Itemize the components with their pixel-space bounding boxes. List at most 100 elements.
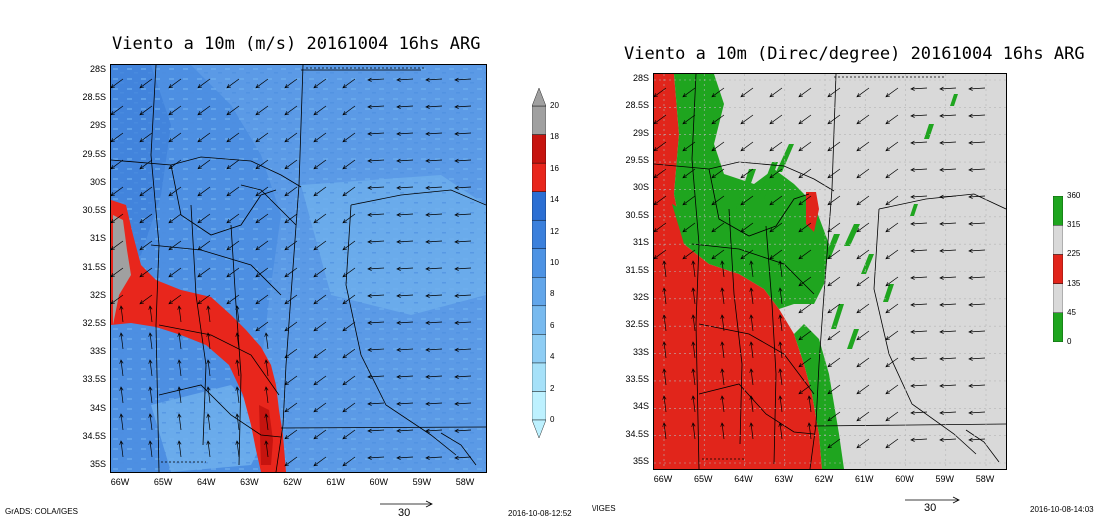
wind-vector-arrow <box>454 158 472 163</box>
left-lon-label: 65W <box>153 477 173 487</box>
wind-vector-arrow <box>313 375 327 386</box>
wind-vector-arrow <box>313 294 327 305</box>
left-lat-label: 35S <box>89 459 106 469</box>
wind-vector-arrow <box>910 194 928 199</box>
wind-vector-arrow <box>856 303 870 314</box>
colorbar-max-triangle <box>532 88 546 107</box>
wind-vector-arrow <box>968 383 986 388</box>
wind-vector-arrow <box>691 395 696 413</box>
wind-vector-arrow <box>910 140 928 145</box>
wind-vector-arrow <box>148 332 153 350</box>
wind-vector-arrow <box>711 249 725 260</box>
wind-vector-arrow <box>226 105 240 116</box>
wind-vector-arrow <box>740 114 754 125</box>
wind-vector-arrow <box>197 78 211 89</box>
wind-vector-arrow <box>206 413 211 431</box>
wind-vector-arrow <box>778 395 783 413</box>
wind-vector-arrow <box>342 429 356 440</box>
wind-vector-arrow <box>313 186 327 197</box>
wind-vector-arrow <box>111 78 124 89</box>
wind-vector-arrow <box>342 456 356 467</box>
wind-vector-arrow <box>119 305 124 323</box>
wind-vector-arrow <box>827 222 841 233</box>
wind-vector-arrow <box>425 185 443 190</box>
wind-vector-arrow <box>682 168 696 179</box>
wind-vector-arrow <box>226 267 240 278</box>
left-lat-label: 33S <box>89 346 106 357</box>
wind-vector-arrow <box>778 422 783 440</box>
wind-vector-arrow <box>968 302 986 307</box>
wind-vector-arrow <box>313 213 327 224</box>
wind-vector-arrow <box>769 249 783 260</box>
wind-vector-arrow <box>197 213 211 224</box>
wind-vector-arrow <box>139 213 153 224</box>
wind-vector-arrow <box>454 293 472 298</box>
wind-vector-arrow <box>206 386 211 404</box>
wind-vector-arrow <box>769 141 783 152</box>
wind-vector-arrow <box>654 222 667 233</box>
wind-vector-arrow <box>454 239 472 244</box>
wind-vector-arrow <box>454 320 472 325</box>
wind-vector-arrow <box>711 114 725 125</box>
wind-vector-arrow <box>425 428 443 433</box>
wind-vector-arrow <box>691 422 696 440</box>
wind-vector-arrow <box>313 321 327 332</box>
wind-vector-arrow <box>885 222 899 233</box>
wind-vector-arrow <box>711 195 725 206</box>
wind-vector-arrow <box>139 159 153 170</box>
wind-vector-arrow <box>139 267 153 278</box>
wind-vector-arrow <box>827 357 841 368</box>
colorbar-swatch <box>1053 196 1063 226</box>
wind-vector-arrow <box>749 260 754 278</box>
colorbar-label: 4 <box>550 352 555 362</box>
wind-vector-arrow <box>939 329 957 334</box>
wind-vector-arrow <box>720 287 725 305</box>
wind-vector-arrow <box>856 276 870 287</box>
right-lon-label: 59W <box>935 474 954 484</box>
wind-vector-arrow <box>235 413 240 431</box>
wind-vector-arrow <box>148 305 153 323</box>
wind-vector-arrow <box>720 368 725 386</box>
left-lon-label: 64W <box>196 477 216 487</box>
wind-vector-arrow <box>454 104 472 109</box>
right-reference-value: 30 <box>924 502 937 514</box>
wind-vector-arrow <box>425 239 443 244</box>
wind-vector-arrow <box>177 359 182 377</box>
wind-vector-arrow <box>968 248 986 253</box>
colorbar-label: 10 <box>550 258 559 267</box>
wind-vector-arrow <box>226 159 240 170</box>
wind-vector-arrow <box>740 249 754 260</box>
wind-vector-arrow <box>396 212 414 217</box>
wind-vector-arrow <box>367 320 385 325</box>
wind-vector-arrow <box>856 330 870 341</box>
wind-vector-arrow <box>885 384 899 395</box>
wind-vector-arrow <box>111 186 124 197</box>
wind-vector-arrow <box>798 303 812 314</box>
wind-vector-arrow <box>910 86 928 91</box>
wind-vector-arrow <box>235 386 240 404</box>
wind-vector-arrow <box>284 240 298 251</box>
wind-vector-arrow <box>367 266 385 271</box>
wind-vector-arrow <box>910 410 928 415</box>
wind-vector-arrow <box>139 132 153 143</box>
wind-vector-arrow <box>827 87 841 98</box>
left-lat-label: 28S <box>89 64 106 74</box>
wind-vector-arrow <box>396 239 414 244</box>
wind-vector-arrow <box>148 440 153 458</box>
wind-vector-arrow <box>939 410 957 415</box>
wind-vector-arrow <box>454 77 472 82</box>
colorbar-swatch <box>1053 283 1063 313</box>
wind-vector-arrow <box>939 194 957 199</box>
wind-vector-arrow <box>342 402 356 413</box>
wind-vector-arrow <box>255 78 269 89</box>
wind-vector-arrow <box>968 221 986 226</box>
wind-vector-arrow <box>778 341 783 359</box>
wind-vector-arrow <box>968 356 986 361</box>
wind-vector-arrow <box>720 260 725 278</box>
wind-vector-arrow <box>827 330 841 341</box>
wind-vector-arrow <box>284 456 298 467</box>
wind-vector-arrow <box>885 438 899 449</box>
right-lat-label: 34.5S <box>625 428 649 439</box>
wind-vector-arrow <box>342 213 356 224</box>
wind-vector-arrow <box>425 104 443 109</box>
